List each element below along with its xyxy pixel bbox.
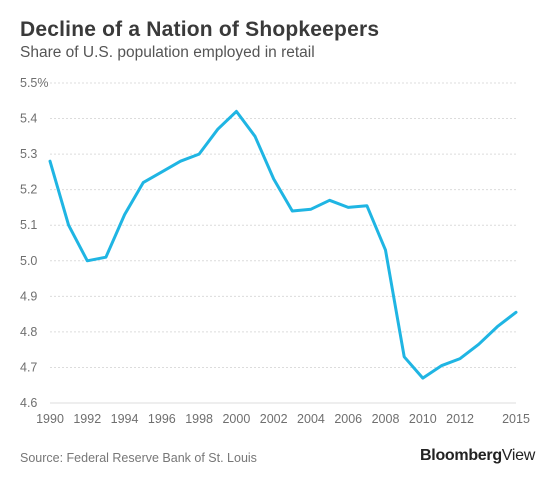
y-tick-label: 4.9 — [20, 289, 37, 303]
y-tick-label: 5.0 — [20, 254, 37, 268]
x-tick-label: 2002 — [260, 412, 288, 426]
x-tick-label: 1996 — [148, 412, 176, 426]
brand-view: View — [502, 447, 535, 464]
source-note: Source: Federal Reserve Bank of St. Loui… — [20, 451, 257, 465]
x-tick-label: 1994 — [111, 412, 139, 426]
x-tick-label: 2010 — [409, 412, 437, 426]
brand-logo: BloombergView — [420, 447, 535, 465]
x-tick-label: 1998 — [185, 412, 213, 426]
y-tick-label: 5.2 — [20, 183, 37, 197]
y-tick-label: 5.4 — [20, 112, 37, 126]
series-line — [50, 111, 516, 378]
y-tick-label: 5.3 — [20, 147, 37, 161]
y-tick-label: 5.1 — [20, 218, 37, 232]
x-tick-label: 2015 — [502, 412, 530, 426]
y-tick-label: 4.6 — [20, 396, 37, 410]
y-tick-label: 4.8 — [20, 325, 37, 339]
x-tick-label: 1992 — [73, 412, 101, 426]
y-tick-label: 4.7 — [20, 360, 37, 374]
y-tick-label: 5.5% — [20, 76, 49, 90]
x-tick-label: 1990 — [36, 412, 64, 426]
x-tick-label: 2008 — [372, 412, 400, 426]
brand-name: Bloomberg — [420, 447, 502, 464]
x-tick-label: 2006 — [334, 412, 362, 426]
x-tick-label: 2012 — [446, 412, 474, 426]
x-tick-label: 2000 — [222, 412, 250, 426]
x-tick-label: 2004 — [297, 412, 325, 426]
